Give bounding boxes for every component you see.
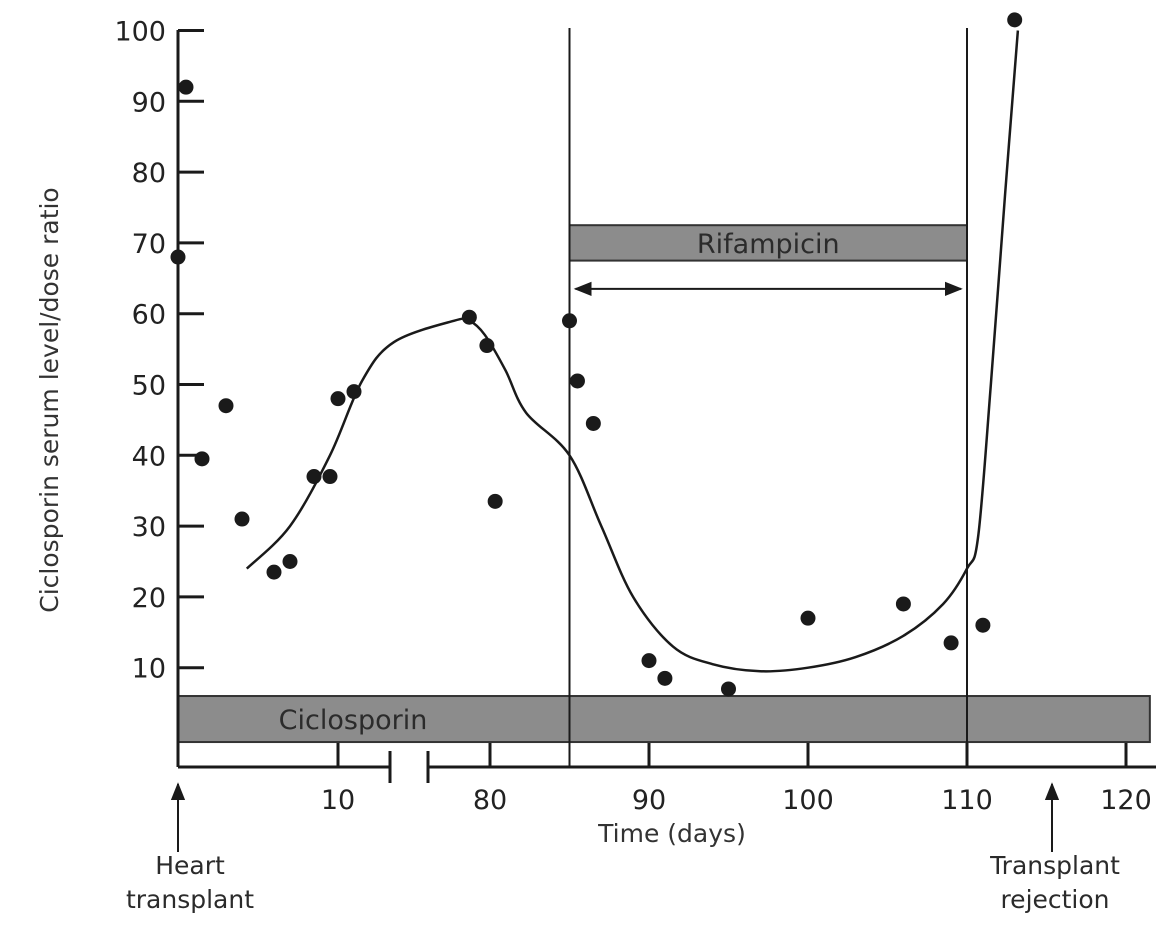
annotation-1-line-1: rejection — [1000, 885, 1109, 914]
lines-layer — [170, 28, 1060, 852]
y-tick-label-30: 30 — [132, 512, 166, 543]
x-tick-label-100: 100 — [782, 785, 834, 816]
data-point-17 — [641, 653, 657, 669]
data-point-8 — [322, 469, 338, 485]
annotation-1-line-0: Transplant — [989, 851, 1120, 880]
y-tick-label-20: 20 — [132, 583, 166, 614]
y-tick-label-10: 10 — [132, 654, 166, 685]
data-point-10 — [346, 384, 362, 400]
data-point-3 — [218, 398, 234, 414]
data-point-20 — [800, 610, 816, 626]
data-point-24 — [1007, 12, 1023, 28]
data-point-12 — [479, 338, 495, 354]
data-point-18 — [657, 670, 673, 686]
data-point-2 — [194, 451, 210, 467]
y-tick-label-100: 100 — [114, 17, 166, 48]
x-tick-label-120: 120 — [1100, 785, 1152, 816]
bars-layer — [177, 224, 1151, 744]
points-layer — [170, 12, 1023, 697]
data-point-14 — [562, 313, 577, 329]
data-point-6 — [282, 554, 298, 569]
x-tick-label-110: 110 — [941, 785, 993, 816]
x-tick-label-10: 10 — [321, 785, 355, 816]
data-point-16 — [585, 415, 601, 431]
data-point-11 — [461, 309, 477, 325]
y-tick-label-70: 70 — [132, 229, 166, 260]
x-axis-title: Time (days) — [597, 819, 746, 848]
y-tick-label-60: 60 — [132, 300, 166, 331]
data-point-1 — [178, 79, 194, 95]
x-tick-label-80: 80 — [473, 785, 507, 816]
fitted-curve — [245, 30, 1020, 673]
data-point-5 — [266, 564, 282, 580]
y-axis-title: Ciclosporin serum level/dose ratio — [35, 187, 64, 612]
data-point-0 — [170, 249, 186, 265]
data-point-9 — [330, 391, 346, 407]
annotation-0-line-0: Heart — [155, 851, 225, 880]
data-point-4 — [234, 511, 250, 527]
data-point-13 — [487, 493, 503, 509]
y-tick-label-90: 90 — [132, 87, 166, 118]
bar-label-rifampicin: Rifampicin — [697, 229, 840, 260]
data-point-21 — [895, 596, 911, 612]
y-tick-label-50: 50 — [132, 371, 166, 402]
x-tick-label-90: 90 — [632, 785, 666, 816]
annotation-0-line-1: transplant — [126, 885, 254, 914]
y-tick-label-40: 40 — [132, 441, 166, 472]
data-point-22 — [943, 635, 959, 651]
axes-layer — [176, 29, 1156, 783]
data-point-23 — [975, 617, 991, 633]
bar-label-ciclosporin: Ciclosporin — [279, 705, 428, 736]
data-point-19 — [721, 681, 736, 697]
data-point-7 — [306, 469, 322, 485]
labels-layer: Rifampicin Ciclosporin 100 90 80 70 60 50 40 30 20… — [35, 17, 1152, 915]
data-point-15 — [569, 373, 585, 389]
y-tick-label-80: 80 — [132, 158, 166, 189]
bar-ciclosporin — [177, 695, 1151, 744]
